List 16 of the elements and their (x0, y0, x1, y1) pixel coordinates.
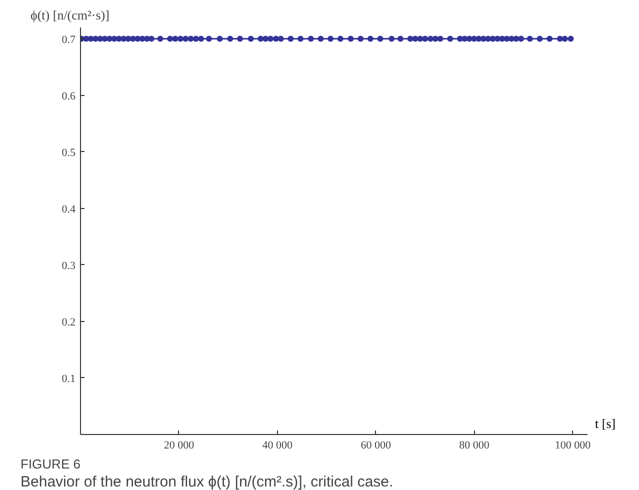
x-tick-label: 60 000 (360, 440, 392, 452)
caption: FIGURE 6 (20, 456, 80, 472)
text: Behavior of the neutron flux ϕ(t) [n/(cm².s)], critical case. (20, 474, 394, 490)
y-tick-label: 0.4 (62, 203, 76, 216)
y-tick-label: 0.7 (62, 34, 76, 46)
x-tick-label: 40 000 (262, 440, 294, 452)
y-tick-label: 0.3 (62, 260, 76, 272)
y-tick-label: 0.5 (62, 146, 76, 159)
y-tick-label: 0.6 (62, 90, 76, 102)
y-tick-label: 0.1 (62, 372, 76, 385)
x-axis-title: t [s] (595, 415, 616, 433)
x-tick-label: 20 000 (164, 440, 195, 452)
y-axis-title: ϕ(t) [n/(cm²·s)] (30, 8, 110, 22)
x-tick-label: 100 000 (554, 440, 592, 452)
y-tick-label: 0.2 (62, 316, 76, 328)
x-tick-label: 80 000 (459, 440, 490, 452)
